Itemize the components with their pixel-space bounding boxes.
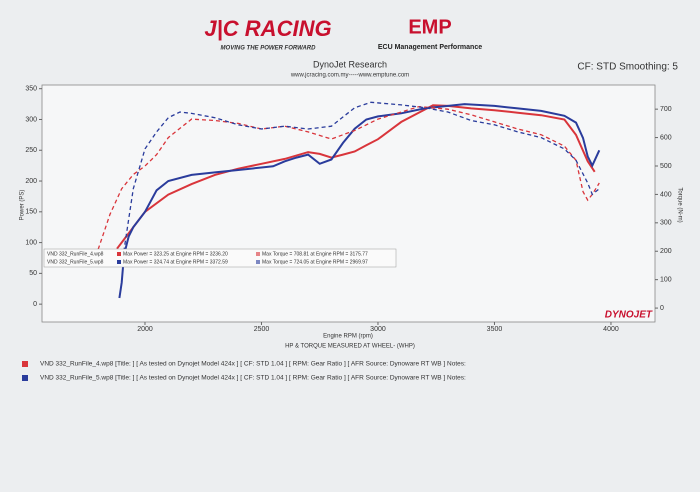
- y-tick-label: 100: [25, 239, 37, 246]
- legend-swatch: [117, 260, 121, 264]
- caption: HP & TORQUE MEASURED AT WHEEL- (WHP): [285, 344, 415, 350]
- legend-power: Max Power = 324.74 at Engine RPM = 3372.…: [123, 259, 228, 265]
- note-swatch: [22, 361, 28, 367]
- report-title: DynoJet Research: [313, 59, 387, 69]
- y-tick-label: 0: [33, 301, 37, 308]
- y-axis-title: Power (PS): [20, 190, 26, 221]
- brand-tagline: MOVING THE POWER FORWARD: [221, 46, 317, 52]
- legend-box: [43, 248, 397, 268]
- y2-axis-title: Torque (N-m): [676, 187, 682, 222]
- y-tick-label: 350: [25, 86, 37, 93]
- x-tick-label: 2500: [254, 326, 270, 333]
- y-tick-label: 250: [25, 147, 37, 154]
- y-tick-label: 150: [25, 209, 37, 216]
- legend-torque: Max Torque = 708.81 at Engine RPM = 3175…: [262, 251, 368, 257]
- y2-tick-label: 600: [660, 134, 672, 141]
- plot-area: [41, 84, 656, 323]
- legend-file: VND 332_RunFile_5.wp8: [47, 259, 104, 265]
- note-text: VND 332_RunFile_5.wp8 [Title: ] [ As tes…: [40, 375, 466, 382]
- note-swatch: [22, 375, 28, 381]
- urls: www.jcracing.com.my-----www.emptune.com: [290, 73, 409, 79]
- y2-tick-label: 200: [660, 248, 672, 255]
- x-tick-label: 2000: [137, 326, 153, 333]
- y2-tick-label: 700: [660, 106, 672, 113]
- legend-file: VND 332_RunFile_4.wp8: [47, 251, 104, 257]
- series-line: [116, 104, 596, 250]
- x-tick-label: 3500: [487, 326, 503, 333]
- brand-logo: EMP: [408, 16, 451, 38]
- legend-swatch: [256, 252, 260, 256]
- series-line: [118, 103, 601, 299]
- x-tick-label: 3000: [370, 326, 386, 333]
- y2-tick-label: 500: [660, 163, 672, 170]
- y2-tick-label: 300: [660, 220, 672, 227]
- legend-swatch: [117, 252, 121, 256]
- y2-tick-label: 400: [660, 191, 672, 198]
- y-tick-label: 50: [29, 270, 37, 277]
- y2-tick-label: 0: [660, 305, 664, 312]
- y-tick-label: 200: [25, 178, 37, 185]
- legend-swatch: [256, 260, 260, 264]
- series-line: [93, 105, 600, 263]
- legend-torque: Max Torque = 724.05 at Engine RPM = 2969…: [262, 259, 368, 265]
- series-line: [121, 101, 600, 266]
- x-axis-title: Engine RPM (rpm): [323, 334, 373, 340]
- dynojet-logo: DYNOJET: [605, 310, 653, 321]
- y-tick-label: 300: [25, 116, 37, 123]
- settings: CF: STD Smoothing: 5: [577, 62, 678, 73]
- legend-power: Max Power = 323.25 at Engine RPM = 3236.…: [123, 251, 228, 257]
- y2-tick-label: 100: [660, 277, 672, 284]
- x-tick-label: 4000: [603, 326, 619, 333]
- brand-logo: J|C RACING: [204, 16, 331, 41]
- brand-tagline: ECU Management Performance: [378, 44, 482, 51]
- note-text: VND 332_RunFile_4.wp8 [Title: ] [ As tes…: [40, 361, 466, 368]
